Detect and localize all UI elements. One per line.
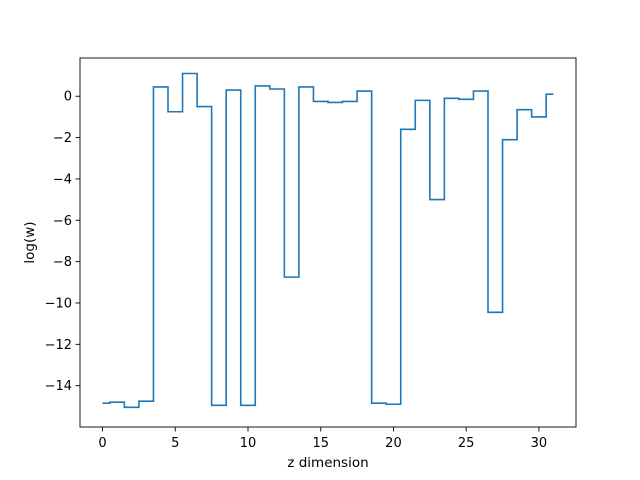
plot-area <box>102 72 554 409</box>
x-tick-label: 20 <box>385 436 402 451</box>
x-tick-label: 30 <box>531 436 548 451</box>
x-axis-label: z dimension <box>287 455 368 471</box>
y-axis-label: log(w) <box>22 221 38 263</box>
series-line <box>102 72 554 409</box>
axis-ticks: 0 5 10 15 20 25 30 −14 −12 −10 −8 −6 −4 −2 0 <box>45 90 548 451</box>
plot-frame <box>79 57 577 428</box>
y-tick-label: −6 <box>53 214 72 229</box>
x-tick-label: 15 <box>312 436 329 451</box>
y-tick-label: 0 <box>64 90 72 105</box>
x-tick-label: 10 <box>240 436 257 451</box>
y-tick-label: −10 <box>45 296 72 311</box>
x-tick-label: 25 <box>458 436 475 451</box>
x-tick-label: 0 <box>98 436 106 451</box>
y-tick-label: −4 <box>53 172 72 187</box>
y-tick-label: −14 <box>45 379 72 394</box>
y-tick-label: −2 <box>53 131 72 146</box>
x-tick-label: 5 <box>171 436 179 451</box>
y-tick-label: −8 <box>53 255 72 270</box>
y-tick-label: −12 <box>45 338 72 353</box>
